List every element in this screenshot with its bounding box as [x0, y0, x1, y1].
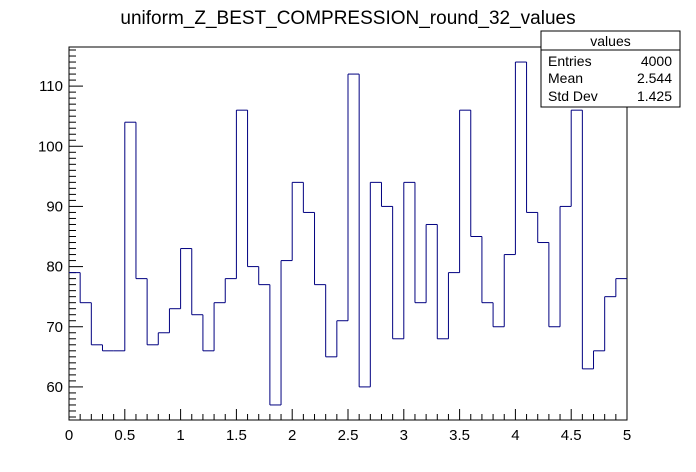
stats-entries-value: 4000: [641, 53, 672, 69]
x-tick-label: 4.5: [561, 427, 582, 444]
y-tick-label: 60: [46, 379, 63, 396]
x-tick-label: 2.5: [338, 427, 359, 444]
x-tick-label: 4: [511, 427, 519, 444]
x-tick-label: 1.5: [226, 427, 247, 444]
stats-stddev-value: 1.425: [637, 88, 672, 104]
chart-title: uniform_Z_BEST_COMPRESSION_round_32_valu…: [120, 8, 575, 29]
x-tick-label: 0.5: [114, 427, 135, 444]
x-tick-label: 3: [400, 427, 408, 444]
x-tick-label: 1: [176, 427, 184, 444]
stats-mean-label: Mean: [548, 70, 583, 86]
stats-stddev-label: Std Dev: [548, 88, 598, 104]
y-tick-label: 70: [46, 319, 63, 336]
x-tick-label: 5: [623, 427, 631, 444]
stats-box-background: [540, 30, 681, 108]
x-tick-label: 0: [65, 427, 73, 444]
y-tick-label: 90: [46, 198, 63, 215]
x-tick-label: 2: [288, 427, 296, 444]
y-tick-label: 100: [38, 138, 63, 155]
y-axis: 60 70 80 90 100 110: [38, 49, 83, 418]
x-axis: 0 0.5 1 1.5 2 2.5 3 3.5 4 4.5 5: [65, 409, 631, 444]
stats-box-title: values: [590, 33, 630, 49]
stats-entries-label: Entries: [548, 53, 592, 69]
y-tick-label: 110: [39, 78, 63, 95]
stats-box: values Entries 4000 Mean 2.544 Std Dev 1…: [540, 30, 681, 108]
y-tick-label: 80: [46, 259, 63, 276]
histogram-series: [69, 61, 627, 406]
x-tick-label: 3.5: [449, 427, 470, 444]
stats-mean-value: 2.544: [637, 70, 672, 86]
